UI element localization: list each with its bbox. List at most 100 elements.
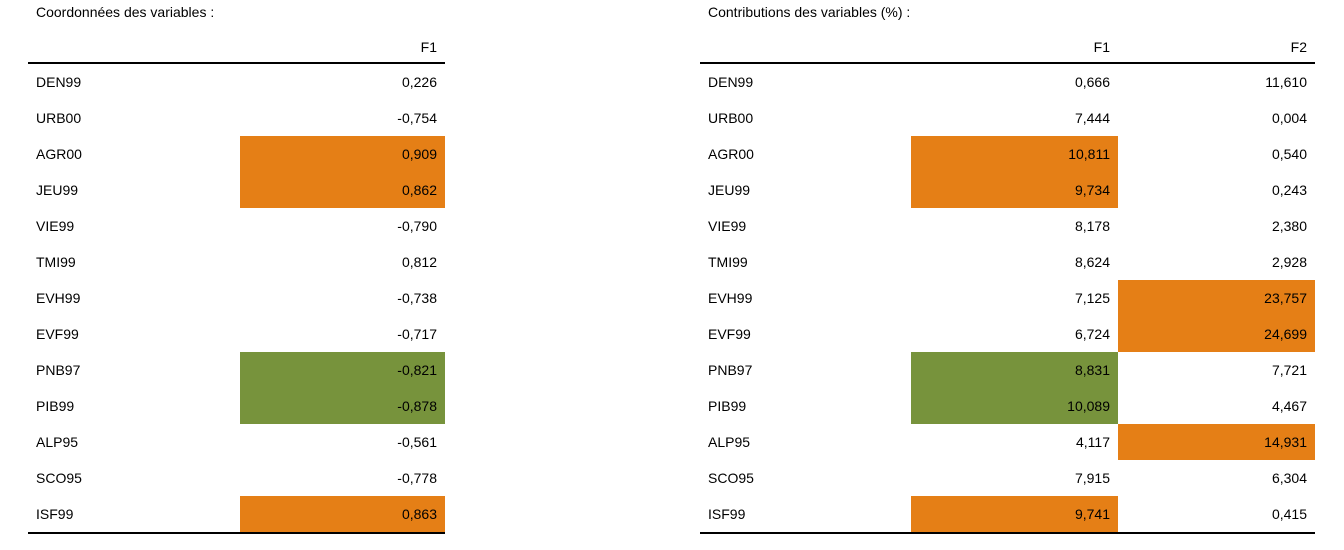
table-row: EVH99 7,125 23,757 — [700, 280, 1315, 316]
contributions-table: F1 F2 DEN99 0,666 11,610 URB00 7,444 0,004 AGR0… — [700, 32, 1315, 534]
value-cell: 7,444 — [1074, 110, 1110, 126]
value-cell: 0,004 — [1271, 110, 1307, 126]
column-header-f1: F1 — [420, 39, 437, 55]
table-row: ALP95 -0,561 — [28, 424, 445, 460]
value-cell: 2,380 — [1271, 218, 1307, 234]
value-cell: 8,624 — [1074, 254, 1110, 270]
value-cell: 11,610 — [1265, 74, 1307, 90]
value-cell: 6,304 — [1271, 470, 1307, 486]
table-row: PNB97 8,831 7,721 — [700, 352, 1315, 388]
header-blank — [28, 32, 240, 63]
table-row: EVF99 6,724 24,699 — [700, 316, 1315, 352]
table-row: PIB99 10,089 4,467 — [700, 388, 1315, 424]
row-label: ALP95 — [708, 434, 751, 450]
row-label: SCO95 — [708, 470, 754, 486]
coordinates-caption: Coordonnées des variables : — [36, 4, 215, 20]
value-cell: 0,909 — [240, 136, 445, 172]
table-row: DEN99 0,666 11,610 — [700, 63, 1315, 100]
table-row: EVF99 -0,717 — [28, 316, 445, 352]
value-cell: 6,724 — [1074, 326, 1110, 342]
row-label: AGR00 — [36, 146, 82, 162]
value-cell: -0,821 — [240, 352, 445, 388]
header-blank — [700, 32, 911, 63]
table-row: ISF99 9,741 0,415 — [700, 496, 1315, 533]
row-label: VIE99 — [36, 218, 75, 234]
value-cell: 24,699 — [1118, 316, 1315, 352]
value-cell: -0,778 — [397, 470, 437, 486]
value-cell: 7,125 — [1074, 290, 1110, 306]
table-row: TMI99 8,624 2,928 — [700, 244, 1315, 280]
value-cell: 9,741 — [911, 496, 1118, 533]
value-cell: -0,754 — [397, 110, 437, 126]
coordinates-table: F1 DEN99 0,226 URB00 -0,754 AGR00 0,909 JEU99 0… — [28, 32, 445, 534]
value-cell: 0,863 — [240, 496, 445, 533]
table-row: ISF99 0,863 — [28, 496, 445, 533]
table-row: PIB99 -0,878 — [28, 388, 445, 424]
row-label: ISF99 — [708, 506, 746, 522]
row-label: SCO95 — [36, 470, 82, 486]
value-cell: 0,226 — [401, 74, 437, 90]
table-row: URB00 7,444 0,004 — [700, 100, 1315, 136]
table-row: SCO95 -0,778 — [28, 460, 445, 496]
table-row: SCO95 7,915 6,304 — [700, 460, 1315, 496]
value-cell: 0,540 — [1271, 146, 1307, 162]
value-cell: -0,790 — [397, 218, 437, 234]
value-cell: 0,862 — [240, 172, 445, 208]
table-header-row: F1 F2 — [700, 32, 1315, 63]
value-cell: 0,812 — [401, 254, 437, 270]
row-label: TMI99 — [708, 254, 748, 270]
table-row: URB00 -0,754 — [28, 100, 445, 136]
row-label: DEN99 — [36, 74, 82, 90]
row-label: JEU99 — [36, 182, 79, 198]
value-cell: 8,831 — [911, 352, 1118, 388]
value-cell: 0,666 — [1074, 74, 1110, 90]
row-label: EVH99 — [36, 290, 81, 306]
table-row: VIE99 -0,790 — [28, 208, 445, 244]
value-cell: 23,757 — [1118, 280, 1315, 316]
value-cell: 10,089 — [911, 388, 1118, 424]
table-header-row: F1 — [28, 32, 445, 63]
row-label: PNB97 — [708, 362, 753, 378]
table-row: ALP95 4,117 14,931 — [700, 424, 1315, 460]
value-cell: 14,931 — [1118, 424, 1315, 460]
row-label: ISF99 — [36, 506, 74, 522]
value-cell: -0,717 — [397, 326, 437, 342]
row-label: JEU99 — [708, 182, 751, 198]
row-label: EVF99 — [36, 326, 79, 342]
row-label: PIB99 — [36, 398, 75, 414]
value-cell: -0,738 — [397, 290, 437, 306]
value-cell: 8,178 — [1074, 218, 1110, 234]
column-header-f1: F1 — [1093, 39, 1110, 55]
row-label: ALP95 — [36, 434, 79, 450]
value-cell: 2,928 — [1271, 254, 1307, 270]
table-row: VIE99 8,178 2,380 — [700, 208, 1315, 244]
row-label: URB00 — [708, 110, 754, 126]
row-label: AGR00 — [708, 146, 754, 162]
row-label: URB00 — [36, 110, 82, 126]
value-cell: 7,915 — [1074, 470, 1110, 486]
value-cell: -0,878 — [240, 388, 445, 424]
column-header-f2: F2 — [1290, 39, 1307, 55]
value-cell: 7,721 — [1271, 362, 1307, 378]
row-label: EVF99 — [708, 326, 751, 342]
value-cell: 4,117 — [1076, 434, 1110, 450]
table-row: EVH99 -0,738 — [28, 280, 445, 316]
value-cell: 0,243 — [1271, 182, 1307, 198]
value-cell: 0,415 — [1271, 506, 1307, 522]
row-label: DEN99 — [708, 74, 754, 90]
table-row: AGR00 10,811 0,540 — [700, 136, 1315, 172]
table-row: TMI99 0,812 — [28, 244, 445, 280]
table-row: DEN99 0,226 — [28, 63, 445, 100]
table-row: JEU99 0,862 — [28, 172, 445, 208]
value-cell: -0,561 — [397, 434, 437, 450]
table-row: PNB97 -0,821 — [28, 352, 445, 388]
table-row: JEU99 9,734 0,243 — [700, 172, 1315, 208]
row-label: EVH99 — [708, 290, 753, 306]
row-label: PIB99 — [708, 398, 747, 414]
contributions-caption: Contributions des variables (%) : — [708, 4, 911, 20]
table-row: AGR00 0,909 — [28, 136, 445, 172]
row-label: PNB97 — [36, 362, 81, 378]
value-cell: 4,467 — [1271, 398, 1307, 414]
value-cell: 10,811 — [911, 136, 1118, 172]
value-cell: 9,734 — [911, 172, 1118, 208]
